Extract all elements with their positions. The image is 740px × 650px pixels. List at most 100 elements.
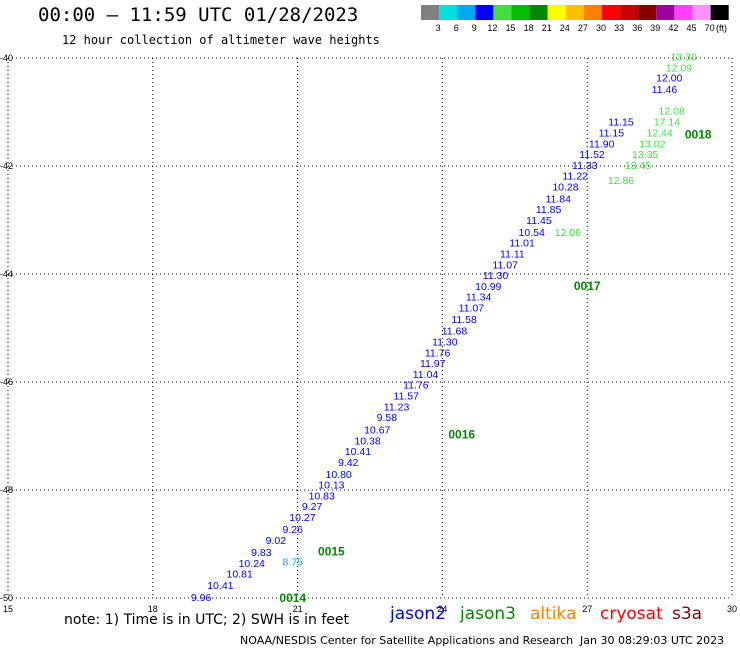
legend-swatch bbox=[457, 5, 476, 20]
wave-height-label: 9.83 bbox=[251, 547, 272, 559]
y-tick-label: -48 bbox=[0, 485, 13, 495]
wave-height-label: 11.68 bbox=[442, 326, 468, 338]
wave-height-label: 13.02 bbox=[639, 138, 665, 150]
legend-swatch bbox=[511, 5, 530, 20]
time-mark: 0015 bbox=[318, 544, 345, 558]
wave-height-label: 11.84 bbox=[545, 193, 571, 205]
wave-height-label: 10.83 bbox=[309, 490, 335, 502]
legend-swatch bbox=[439, 5, 458, 20]
wave-height-label: 9.42 bbox=[338, 457, 359, 469]
wave-height-label: 10.41 bbox=[207, 580, 233, 592]
y-tick-label: -40 bbox=[0, 53, 13, 63]
wave-height-label: 12.86 bbox=[608, 175, 634, 187]
time-mark: 0017 bbox=[574, 279, 601, 293]
wave-height-label: 10.27 bbox=[289, 512, 315, 524]
wave-height-label: 11.52 bbox=[579, 149, 605, 161]
wave-height-label: 11.11 bbox=[500, 248, 525, 260]
legend-swatch bbox=[620, 5, 639, 20]
wave-height-label: 9.58 bbox=[377, 412, 398, 424]
wave-height-label: 10.80 bbox=[325, 469, 351, 481]
wave-height-label: 9.26 bbox=[283, 524, 304, 536]
wave-height-label: 10.38 bbox=[354, 435, 380, 447]
wave-height-label: 11.07 bbox=[492, 259, 518, 271]
legend-swatch bbox=[529, 5, 548, 20]
wave-height-label: 9.96 bbox=[191, 592, 212, 604]
chart-subtitle: 12 hour collection of altimeter wave hei… bbox=[62, 33, 380, 47]
legend-bin-label: 45 bbox=[686, 23, 696, 33]
wave-height-label: 11.34 bbox=[466, 292, 492, 304]
wave-height-label: 9.27 bbox=[302, 501, 323, 513]
chart-title: 00:00 – 11:59 UTC 01/28/2023 bbox=[38, 4, 359, 26]
footer-credit: NOAA/NESDIS Center for Satellite Applica… bbox=[240, 634, 574, 647]
wave-height-label: 11.33 bbox=[572, 160, 598, 172]
wave-height-label: 10.28 bbox=[552, 182, 578, 194]
legend-swatch bbox=[565, 5, 584, 20]
wave-height-label: 11.30 bbox=[483, 270, 509, 282]
y-tick-label: -46 bbox=[0, 377, 13, 387]
wave-height-label: 11.22 bbox=[562, 171, 588, 183]
time-mark: 0014 bbox=[279, 591, 306, 605]
legend-swatch bbox=[638, 5, 657, 20]
legend-unit-label: (ft) bbox=[716, 23, 727, 33]
footer-timestamp: Jan 30 08:29:03 UTC 2023 bbox=[580, 634, 725, 647]
wave-height-label: 11.30 bbox=[432, 337, 458, 349]
legend-cryosat: cryosat bbox=[600, 604, 663, 624]
wave-height-label: 8.75 bbox=[283, 556, 304, 568]
wave-height-label: 11.58 bbox=[451, 314, 477, 326]
legend-jason2: jason2 bbox=[390, 604, 446, 624]
legend-bin-label: 21 bbox=[542, 23, 552, 33]
wave-height-label: 13.30 bbox=[671, 51, 697, 63]
legend-bin-label: 18 bbox=[524, 23, 534, 33]
legend-swatch bbox=[583, 5, 602, 20]
wave-height-label: 10.67 bbox=[364, 425, 390, 437]
legend-bin-label: 24 bbox=[560, 23, 570, 33]
wave-height-label: 13.35 bbox=[632, 149, 658, 161]
legend-s3a: s3a bbox=[672, 604, 703, 624]
legend-jason3: jason3 bbox=[460, 604, 516, 624]
wave-height-label: 12.06 bbox=[555, 227, 581, 239]
wave-height-label: 12.08 bbox=[659, 105, 685, 117]
wave-height-label: 10.99 bbox=[475, 281, 501, 293]
wave-height-label: 11.45 bbox=[526, 215, 552, 227]
legend-bin-label: 42 bbox=[668, 23, 678, 33]
wave-height-label: 12.00 bbox=[656, 72, 682, 84]
wave-height-label: 11.07 bbox=[459, 302, 485, 314]
legend-swatch bbox=[547, 5, 566, 20]
wave-height-label: 17.14 bbox=[654, 117, 680, 129]
x-tick-label: 15 bbox=[3, 604, 13, 614]
y-tick-label: -50 bbox=[0, 593, 13, 603]
legend-bin-label: 30 bbox=[596, 23, 606, 33]
legend-bin-label: 12 bbox=[487, 23, 497, 33]
wave-height-label: 11.90 bbox=[589, 138, 615, 150]
wave-height-label: 11.23 bbox=[384, 401, 410, 413]
legend-altika: altika bbox=[530, 604, 577, 624]
wave-height-label: 11.46 bbox=[652, 84, 678, 96]
legend-bin-label: 6 bbox=[454, 23, 459, 33]
x-tick-label: 18 bbox=[148, 604, 158, 614]
x-tick-label: 30 bbox=[727, 604, 737, 614]
y-tick-label: -44 bbox=[0, 269, 13, 279]
legend-swatch bbox=[692, 5, 711, 20]
wave-height-label: 11.15 bbox=[608, 117, 634, 129]
wave-height-label: 10.24 bbox=[239, 558, 265, 570]
legend-bin-label: 70 bbox=[705, 23, 715, 33]
wave-height-label: 11.04 bbox=[413, 369, 439, 381]
time-mark: 0018 bbox=[685, 128, 712, 142]
legend-bin-label: 9 bbox=[472, 23, 477, 33]
time-mark: 0016 bbox=[448, 427, 475, 441]
wave-height-label: 11.97 bbox=[420, 358, 446, 370]
footer-note: note: 1) Time is in UTC; 2) SWH is in fe… bbox=[64, 612, 350, 628]
wave-height-label: 9.02 bbox=[266, 535, 287, 547]
legend-swatch bbox=[710, 5, 729, 20]
x-tick-label: 27 bbox=[582, 604, 592, 614]
legend-swatch bbox=[421, 5, 440, 20]
legend-bin-label: 33 bbox=[614, 23, 624, 33]
wave-height-label: 11.76 bbox=[403, 380, 429, 392]
legend-bin-label: 3 bbox=[436, 23, 441, 33]
legend-bin-label: 39 bbox=[650, 23, 660, 33]
legend-swatch bbox=[493, 5, 512, 20]
legend-swatch bbox=[602, 5, 621, 20]
wave-height-label: 11.76 bbox=[425, 347, 451, 359]
wave-height-label: 11.85 bbox=[536, 204, 562, 216]
